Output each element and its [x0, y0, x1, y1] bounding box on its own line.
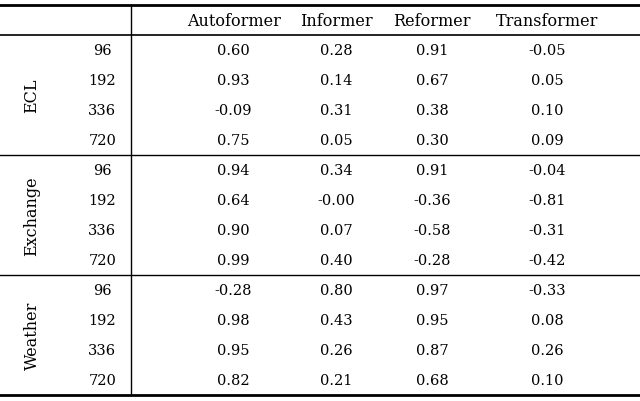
Text: 0.94: 0.94 [218, 164, 250, 178]
Text: -0.42: -0.42 [529, 253, 566, 267]
Text: 0.10: 0.10 [531, 104, 563, 118]
Text: 0.05: 0.05 [320, 134, 352, 148]
Text: 0.30: 0.30 [415, 134, 449, 148]
Text: 192: 192 [88, 74, 116, 88]
Text: 0.08: 0.08 [531, 313, 564, 327]
Text: -0.04: -0.04 [529, 164, 566, 178]
Text: -0.81: -0.81 [529, 194, 566, 207]
Text: 0.38: 0.38 [415, 104, 449, 118]
Text: 336: 336 [88, 343, 116, 357]
Text: 0.97: 0.97 [416, 283, 448, 297]
Text: 0.93: 0.93 [218, 74, 250, 88]
Text: 0.67: 0.67 [416, 74, 448, 88]
Text: Autoformer: Autoformer [187, 12, 280, 29]
Text: -0.09: -0.09 [215, 104, 252, 118]
Text: 0.82: 0.82 [218, 373, 250, 387]
Text: 0.64: 0.64 [218, 194, 250, 207]
Text: 336: 336 [88, 223, 116, 237]
Text: 0.91: 0.91 [416, 164, 448, 178]
Text: 0.99: 0.99 [218, 253, 250, 267]
Text: 96: 96 [93, 164, 112, 178]
Text: Reformer: Reformer [393, 12, 471, 29]
Text: 0.21: 0.21 [320, 373, 352, 387]
Text: Informer: Informer [300, 12, 372, 29]
Text: 192: 192 [88, 194, 116, 207]
Text: -0.05: -0.05 [529, 44, 566, 58]
Text: -0.33: -0.33 [529, 283, 566, 297]
Text: 720: 720 [88, 373, 116, 387]
Text: 0.75: 0.75 [218, 134, 250, 148]
Text: 720: 720 [88, 134, 116, 148]
Text: 0.90: 0.90 [218, 223, 250, 237]
Text: 0.98: 0.98 [218, 313, 250, 327]
Text: ECL: ECL [24, 79, 40, 113]
Text: 0.95: 0.95 [416, 313, 448, 327]
Text: 0.91: 0.91 [416, 44, 448, 58]
Text: 0.28: 0.28 [320, 44, 352, 58]
Text: 0.07: 0.07 [320, 223, 352, 237]
Text: -0.28: -0.28 [215, 283, 252, 297]
Text: 0.60: 0.60 [217, 44, 250, 58]
Text: Transformer: Transformer [496, 12, 598, 29]
Text: 0.05: 0.05 [531, 74, 563, 88]
Text: 0.26: 0.26 [320, 343, 352, 357]
Text: -0.28: -0.28 [413, 253, 451, 267]
Text: Weather: Weather [24, 301, 40, 369]
Text: 0.31: 0.31 [320, 104, 352, 118]
Text: 0.14: 0.14 [320, 74, 352, 88]
Text: 96: 96 [93, 283, 112, 297]
Text: -0.36: -0.36 [413, 194, 451, 207]
Text: 0.09: 0.09 [531, 134, 563, 148]
Text: -0.00: -0.00 [317, 194, 355, 207]
Text: 720: 720 [88, 253, 116, 267]
Text: -0.58: -0.58 [413, 223, 451, 237]
Text: 0.26: 0.26 [531, 343, 563, 357]
Text: Exchange: Exchange [24, 176, 40, 255]
Text: 192: 192 [88, 313, 116, 327]
Text: 0.34: 0.34 [320, 164, 352, 178]
Text: 0.68: 0.68 [415, 373, 449, 387]
Text: 0.43: 0.43 [320, 313, 352, 327]
Text: 336: 336 [88, 104, 116, 118]
Text: 0.80: 0.80 [319, 283, 353, 297]
Text: 96: 96 [93, 44, 112, 58]
Text: 0.10: 0.10 [531, 373, 563, 387]
Text: 0.40: 0.40 [320, 253, 352, 267]
Text: 0.87: 0.87 [416, 343, 448, 357]
Text: 0.95: 0.95 [218, 343, 250, 357]
Text: -0.31: -0.31 [529, 223, 566, 237]
